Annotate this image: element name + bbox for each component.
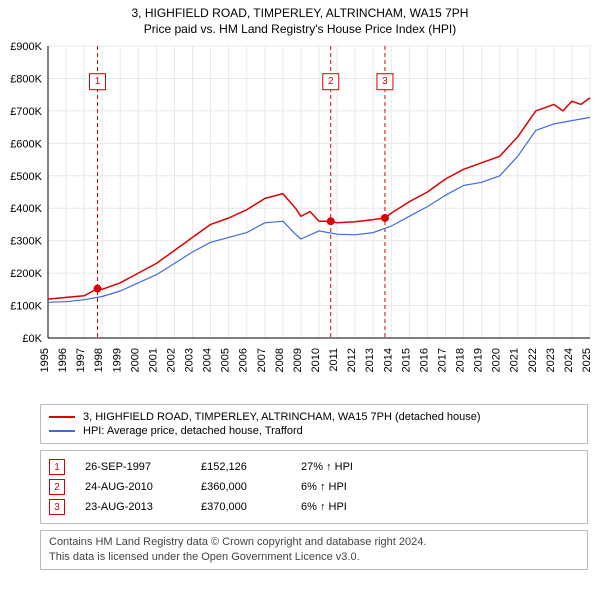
- x-tick-label: 2005: [220, 348, 232, 372]
- legend: 3, HIGHFIELD ROAD, TIMPERLEY, ALTRINCHAM…: [40, 404, 588, 444]
- y-tick-label: £0K: [22, 333, 42, 345]
- legend-item: HPI: Average price, detached house, Traf…: [49, 425, 579, 437]
- title-line-1: 3, HIGHFIELD ROAD, TIMPERLEY, ALTRINCHAM…: [8, 6, 592, 20]
- x-tick-label: 2017: [436, 348, 448, 372]
- sale-row-marker: 2: [49, 479, 65, 495]
- sale-marker-number: 2: [328, 76, 334, 87]
- footer-line-2: This data is licensed under the Open Gov…: [49, 550, 579, 565]
- sale-price: £152,126: [201, 461, 281, 473]
- sale-point: [94, 285, 102, 293]
- x-tick-label: 2021: [509, 348, 521, 372]
- x-tick-label: 1997: [75, 348, 87, 372]
- x-tick-label: 2003: [184, 348, 196, 372]
- y-tick-label: £900K: [10, 41, 42, 53]
- x-tick-label: 1999: [111, 348, 123, 372]
- legend-swatch: [49, 416, 75, 418]
- x-tick-label: 2002: [165, 348, 177, 372]
- x-tick-label: 2024: [563, 348, 575, 372]
- legend-label: HPI: Average price, detached house, Traf…: [83, 425, 303, 437]
- sale-hpi: 6% ↑ HPI: [301, 481, 381, 493]
- sale-date: 26-SEP-1997: [85, 461, 181, 473]
- x-tick-label: 2009: [292, 348, 304, 372]
- y-tick-label: £100K: [10, 301, 42, 313]
- y-tick-label: £300K: [10, 236, 42, 248]
- x-tick-label: 2015: [400, 348, 412, 372]
- sale-marker-number: 3: [382, 76, 388, 87]
- x-tick-label: 2022: [527, 348, 539, 372]
- x-tick-label: 1995: [39, 348, 51, 372]
- sale-price: £360,000: [201, 481, 281, 493]
- x-tick-label: 2018: [455, 348, 467, 372]
- x-tick-label: 1998: [93, 348, 105, 372]
- legend-label: 3, HIGHFIELD ROAD, TIMPERLEY, ALTRINCHAM…: [83, 411, 481, 423]
- sale-date: 23-AUG-2013: [85, 501, 181, 513]
- x-tick-label: 2004: [202, 348, 214, 372]
- title-line-2: Price paid vs. HM Land Registry's House …: [8, 22, 592, 36]
- x-tick-label: 2025: [581, 348, 593, 372]
- y-tick-label: £400K: [10, 203, 42, 215]
- y-tick-label: £700K: [10, 106, 42, 118]
- sale-hpi: 27% ↑ HPI: [301, 461, 381, 473]
- sales-table: 1 26-SEP-1997 £152,126 27% ↑ HPI 2 24-AUG-201…: [40, 450, 588, 524]
- legend-item: 3, HIGHFIELD ROAD, TIMPERLEY, ALTRINCHAM…: [49, 411, 579, 423]
- sale-row: 2 24-AUG-2010 £360,000 6% ↑ HPI: [49, 479, 579, 495]
- sale-row: 3 23-AUG-2013 £370,000 6% ↑ HPI: [49, 499, 579, 515]
- sale-date: 24-AUG-2010: [85, 481, 181, 493]
- y-tick-label: £200K: [10, 268, 42, 280]
- footer: Contains HM Land Registry data © Crown c…: [40, 530, 588, 570]
- x-tick-label: 2007: [256, 348, 268, 372]
- chart-svg: £0K £100K £200K £300K £400K £500K £600K £700K £8…: [0, 38, 600, 398]
- x-tick-label: 2020: [491, 348, 503, 372]
- x-tick-label: 2016: [418, 348, 430, 372]
- x-tick-label: 1996: [57, 348, 69, 372]
- chart: £0K £100K £200K £300K £400K £500K £600K £700K £8…: [0, 38, 600, 398]
- x-tick-label: 2010: [310, 348, 322, 372]
- y-tick-label: £500K: [10, 171, 42, 183]
- sale-hpi: 6% ↑ HPI: [301, 501, 381, 513]
- sale-row-marker: 1: [49, 459, 65, 475]
- x-tick-label: 2019: [473, 348, 485, 372]
- sale-point: [327, 217, 335, 225]
- sale-marker-number: 1: [95, 76, 101, 87]
- x-tick-label: 2011: [328, 348, 340, 372]
- x-tick-label: 2012: [346, 348, 358, 372]
- y-tick-label: £600K: [10, 138, 42, 150]
- footer-line-1: Contains HM Land Registry data © Crown c…: [49, 535, 579, 550]
- x-tick-label: 2014: [382, 348, 394, 372]
- legend-swatch: [49, 430, 75, 432]
- x-tick-label: 2023: [545, 348, 557, 372]
- x-tick-label: 2001: [147, 348, 159, 372]
- sale-row: 1 26-SEP-1997 £152,126 27% ↑ HPI: [49, 459, 579, 475]
- title-block: 3, HIGHFIELD ROAD, TIMPERLEY, ALTRINCHAM…: [0, 0, 600, 38]
- y-tick-label: £800K: [10, 73, 42, 85]
- x-tick-label: 2000: [129, 348, 141, 372]
- x-tick-label: 2008: [274, 348, 286, 372]
- sale-price: £370,000: [201, 501, 281, 513]
- sale-point: [381, 214, 389, 222]
- sale-row-marker: 3: [49, 499, 65, 515]
- x-tick-label: 2006: [238, 348, 250, 372]
- x-tick-label: 2013: [364, 348, 376, 372]
